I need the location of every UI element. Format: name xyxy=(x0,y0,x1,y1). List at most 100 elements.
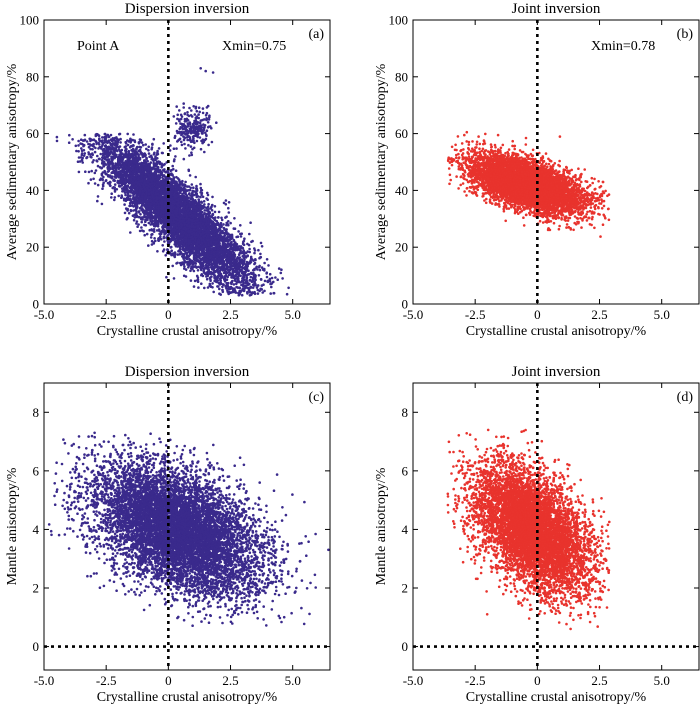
data-point xyxy=(250,272,253,275)
data-point xyxy=(286,293,289,296)
data-point xyxy=(266,258,269,261)
data-point xyxy=(176,262,179,265)
data-point xyxy=(184,181,187,184)
data-point xyxy=(259,269,262,272)
data-point xyxy=(163,240,166,243)
data-point xyxy=(267,264,270,267)
data-point xyxy=(146,233,149,236)
data-point xyxy=(163,170,166,173)
data-point xyxy=(77,150,80,153)
data-point xyxy=(125,145,128,148)
data-point xyxy=(102,154,105,157)
data-point xyxy=(238,259,241,262)
data-point xyxy=(239,233,242,236)
data-point xyxy=(184,256,187,259)
data-point xyxy=(203,271,206,274)
data-point xyxy=(195,194,198,197)
data-point xyxy=(123,198,126,201)
data-point xyxy=(258,290,261,293)
data-point xyxy=(239,291,242,294)
data-point xyxy=(248,244,251,247)
data-point xyxy=(87,151,90,154)
data-point xyxy=(235,291,238,294)
data-point xyxy=(114,183,117,186)
data-point xyxy=(217,216,220,219)
data-point xyxy=(84,152,87,155)
data-point xyxy=(239,224,242,227)
data-point xyxy=(148,152,151,155)
data-point xyxy=(100,177,103,180)
data-point xyxy=(138,216,141,219)
data-point xyxy=(189,174,192,177)
data-point xyxy=(233,283,236,286)
data-point xyxy=(258,274,261,277)
data-point xyxy=(224,243,227,246)
data-point xyxy=(109,185,112,188)
data-point xyxy=(253,252,256,255)
data-point xyxy=(202,222,205,225)
data-point xyxy=(107,175,110,178)
data-point xyxy=(94,172,97,175)
data-point xyxy=(87,182,90,185)
data-point xyxy=(136,206,139,209)
data-point xyxy=(287,287,290,290)
data-point xyxy=(93,138,96,141)
data-point xyxy=(140,152,143,155)
data-point xyxy=(97,195,100,198)
data-point xyxy=(71,138,74,141)
data-point xyxy=(251,291,254,294)
data-point xyxy=(80,147,83,150)
data-point xyxy=(82,139,85,142)
data-point xyxy=(117,195,120,198)
data-point xyxy=(254,284,257,287)
data-point xyxy=(199,196,202,199)
data-point xyxy=(81,161,84,164)
data-point xyxy=(142,144,145,147)
data-point xyxy=(84,170,87,173)
data-point xyxy=(269,273,272,276)
data-point xyxy=(101,203,104,206)
data-point xyxy=(167,171,170,174)
data-point xyxy=(136,225,139,228)
data-point xyxy=(92,159,95,162)
data-point xyxy=(246,287,249,290)
data-point xyxy=(90,156,93,159)
data-point xyxy=(101,136,104,139)
data-point xyxy=(124,194,127,197)
data-point xyxy=(94,182,97,185)
data-point xyxy=(143,214,146,217)
data-point xyxy=(164,254,167,257)
data-point xyxy=(128,205,131,208)
data-point xyxy=(134,141,137,144)
data-point xyxy=(119,133,122,136)
data-point xyxy=(141,229,144,232)
data-point xyxy=(276,278,279,281)
data-point xyxy=(218,288,221,291)
data-point xyxy=(156,250,159,253)
data-point xyxy=(78,171,81,174)
data-point xyxy=(153,138,156,141)
data-point xyxy=(118,168,121,171)
data-point xyxy=(165,276,168,279)
data-point xyxy=(100,167,103,170)
data-point xyxy=(111,177,114,180)
data-point xyxy=(146,214,149,217)
data-point xyxy=(75,145,78,148)
data-point xyxy=(244,267,247,270)
data-point xyxy=(254,259,257,262)
data-point xyxy=(84,134,87,137)
data-point xyxy=(271,277,274,280)
data-point xyxy=(274,276,277,279)
data-point xyxy=(238,253,241,256)
data-point xyxy=(96,200,99,203)
data-point xyxy=(248,233,251,236)
data-point xyxy=(240,235,243,238)
data-point xyxy=(235,236,238,239)
data-point xyxy=(241,294,244,297)
data-point xyxy=(214,205,217,208)
data-point xyxy=(75,150,78,153)
data-point xyxy=(243,244,246,247)
data-point xyxy=(227,207,230,210)
data-point xyxy=(161,165,164,168)
data-point xyxy=(150,161,153,164)
